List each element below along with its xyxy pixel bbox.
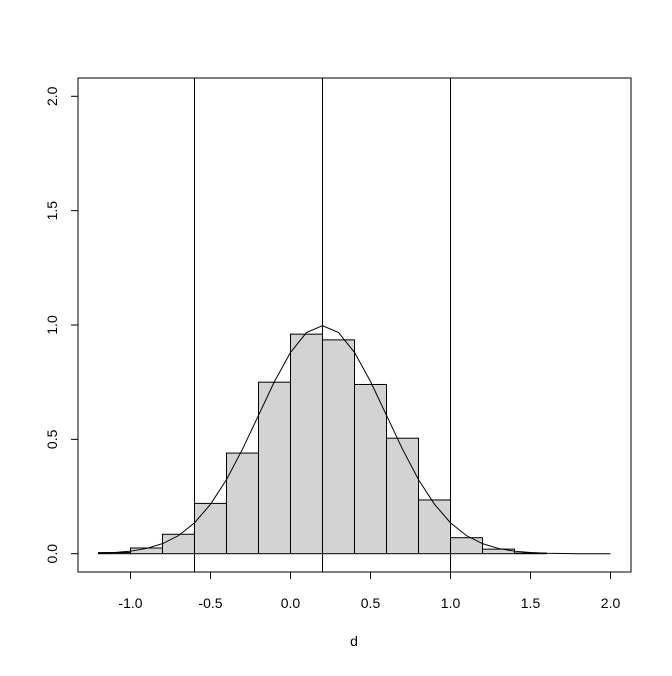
x-tick-label: -1.0 xyxy=(118,595,142,611)
bar xyxy=(161,533,195,555)
bar xyxy=(257,381,291,555)
bar xyxy=(450,537,484,555)
bar xyxy=(386,437,420,555)
y-tick-label: 0.5 xyxy=(44,429,60,449)
x-tick-label: 2.0 xyxy=(601,595,621,611)
bar xyxy=(354,383,388,555)
x-axis-label: d xyxy=(350,633,358,649)
bar xyxy=(482,548,516,555)
y-tick-label: 1.5 xyxy=(44,201,60,221)
bar xyxy=(193,502,227,555)
y-tick-label: 2.0 xyxy=(44,86,60,106)
x-tick-label: 0.0 xyxy=(281,595,301,611)
bar xyxy=(418,499,452,555)
x-tick-label: 0.5 xyxy=(361,595,381,611)
x-tick-label: 1.5 xyxy=(521,595,541,611)
y-tick-label: 0.0 xyxy=(44,544,60,564)
bar xyxy=(289,333,323,555)
bar xyxy=(225,452,259,555)
y-tick-label: 1.0 xyxy=(44,315,60,335)
x-tick-label: 1.0 xyxy=(441,595,461,611)
x-tick-label: -0.5 xyxy=(198,595,222,611)
density-curve xyxy=(98,325,611,555)
bar xyxy=(321,339,355,555)
